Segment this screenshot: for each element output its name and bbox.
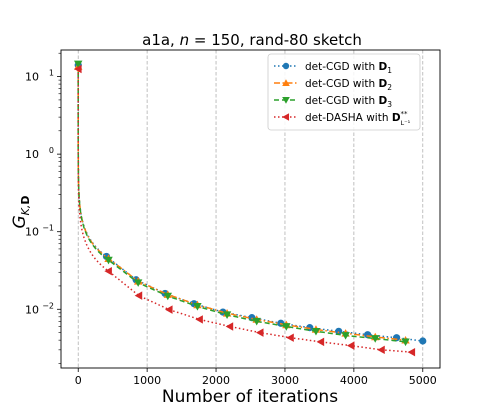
data-point: [255, 328, 264, 337]
data-point: [193, 303, 202, 311]
data-point: [134, 291, 143, 300]
y-tick-label: 10: [25, 148, 39, 161]
data-point: [104, 266, 112, 276]
x-tick-label: 2000: [202, 374, 230, 387]
y-tick-label: 10: [25, 71, 39, 84]
data-point: [335, 327, 343, 335]
legend-item-2: det-CGD with D2: [274, 78, 392, 92]
y-axis-label: GK,D: [10, 195, 32, 228]
legend-item-4: det-DASHA with D** L⁻¹: [274, 110, 411, 127]
x-tick-label: 3000: [271, 374, 299, 387]
data-point: [74, 64, 82, 74]
y-tick-exponent: 1: [49, 69, 54, 78]
data-point: [286, 333, 294, 342]
series-4: [74, 64, 416, 357]
legend-label: det-CGD with D3: [305, 95, 392, 109]
data-point: [341, 332, 350, 340]
y-tick-label: 10: [25, 226, 39, 239]
data-point: [419, 337, 427, 345]
data-point: [407, 347, 416, 357]
legend-label: det-CGD with D1: [305, 61, 392, 75]
legend-label: det-DASHA with D** L⁻¹: [305, 110, 411, 127]
series-layer: [74, 60, 427, 357]
data-point: [311, 327, 321, 336]
legend-label: det-CGD with D2: [305, 78, 392, 92]
x-tick-label: 4000: [340, 374, 368, 387]
legend-box: [267, 53, 421, 131]
y-tick-exponent: 0: [49, 146, 54, 155]
legend: det-CGD with D1 det-CGD with D2 det-CGD wi…: [267, 53, 421, 131]
x-tick-label: 0: [75, 374, 82, 387]
y-tick-exponent: −2: [42, 301, 54, 310]
data-point: [133, 279, 143, 287]
data-point: [282, 79, 290, 87]
data-point: [377, 345, 385, 355]
data-point: [164, 305, 173, 314]
y-tick-label: 10: [25, 303, 39, 316]
data-point: [222, 311, 232, 319]
series-line: [77, 64, 406, 343]
data-point: [225, 322, 234, 331]
x-tick-label: 5000: [409, 374, 437, 387]
x-axis: 0 1000 2000 3000 4000 5000: [75, 368, 437, 387]
data-point: [316, 337, 325, 347]
legend-item-1: det-CGD with D1: [274, 61, 392, 75]
data-point: [346, 341, 355, 350]
y-tick-exponent: −1: [42, 224, 54, 233]
data-point: [371, 335, 380, 343]
legend-item-3: det-CGD with D3: [274, 95, 392, 109]
x-tick-label: 1000: [133, 374, 161, 387]
series-3: [74, 60, 410, 347]
data-point: [163, 292, 173, 301]
chart-title: a1a, n = 150, rand-80 sketch: [142, 31, 362, 49]
data-point: [195, 315, 203, 324]
data-point: [401, 338, 410, 347]
data-point: [282, 323, 291, 331]
x-axis-label: Number of iterations: [162, 387, 338, 407]
data-point: [282, 62, 290, 70]
data-point: [282, 96, 290, 104]
data-point: [252, 317, 261, 326]
data-point: [104, 256, 113, 265]
data-point: [282, 113, 290, 121]
data-point: [74, 60, 83, 69]
plot-frame: [60, 49, 441, 369]
